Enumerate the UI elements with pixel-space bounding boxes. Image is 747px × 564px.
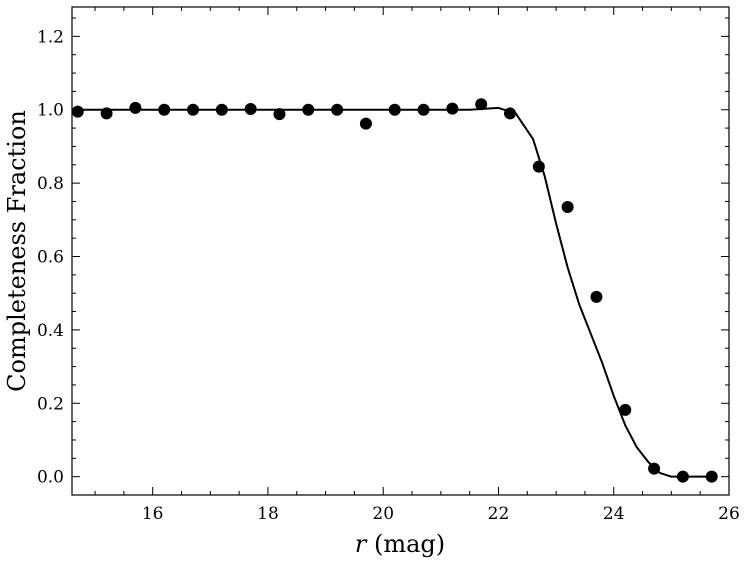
axis-ticks bbox=[72, 7, 730, 496]
data-point bbox=[388, 103, 401, 116]
data-point bbox=[273, 108, 286, 121]
y-axis-title: Completeness Fraction bbox=[3, 110, 31, 392]
y-tick-label: 0.2 bbox=[37, 394, 64, 414]
data-point bbox=[359, 117, 372, 130]
data-point bbox=[71, 105, 84, 118]
x-tick-label: 26 bbox=[718, 504, 740, 524]
x-tick-label: 18 bbox=[257, 504, 279, 524]
data-point bbox=[302, 103, 315, 116]
x-tick-label: 16 bbox=[142, 504, 164, 524]
y-tick-label: 0.4 bbox=[37, 321, 64, 341]
data-point bbox=[475, 98, 488, 111]
data-point bbox=[100, 107, 113, 120]
y-tick-label: 1.0 bbox=[37, 101, 64, 121]
data-point bbox=[417, 103, 430, 116]
data-point bbox=[504, 107, 516, 120]
data-point bbox=[129, 101, 142, 114]
data-point bbox=[215, 103, 228, 116]
data-point bbox=[244, 103, 257, 116]
data-point bbox=[532, 160, 545, 173]
fit-layer bbox=[72, 106, 712, 478]
data-point bbox=[331, 103, 344, 116]
x-tick-label: 20 bbox=[372, 504, 394, 524]
y-tick-label: 0.6 bbox=[37, 248, 64, 268]
data-point bbox=[446, 102, 459, 115]
data-point bbox=[561, 200, 574, 213]
plot-frame bbox=[71, 6, 730, 496]
tick-labels: 16 18 20 22 24 26 0.0 0.2 0.4 0.6 0.8 1.0 1.2 bbox=[37, 27, 740, 524]
x-axis-unit: (mag) bbox=[366, 530, 445, 558]
data-point bbox=[619, 403, 632, 416]
x-tick-label: 24 bbox=[603, 504, 625, 524]
data-point bbox=[590, 290, 603, 303]
data-point bbox=[705, 470, 718, 483]
y-tick-label: 1.2 bbox=[37, 27, 64, 47]
data-point bbox=[676, 470, 689, 483]
y-tick-label: 0.8 bbox=[37, 174, 64, 194]
data-point bbox=[648, 462, 661, 475]
x-axis-variable: r bbox=[355, 530, 368, 558]
x-axis-title: r (mag) bbox=[355, 530, 445, 558]
y-tick-label: 0.0 bbox=[37, 468, 64, 488]
data-point bbox=[158, 103, 171, 116]
points-layer bbox=[71, 98, 718, 483]
x-tick-label: 22 bbox=[488, 504, 510, 524]
data-point bbox=[187, 103, 200, 116]
fit-line bbox=[72, 106, 712, 478]
